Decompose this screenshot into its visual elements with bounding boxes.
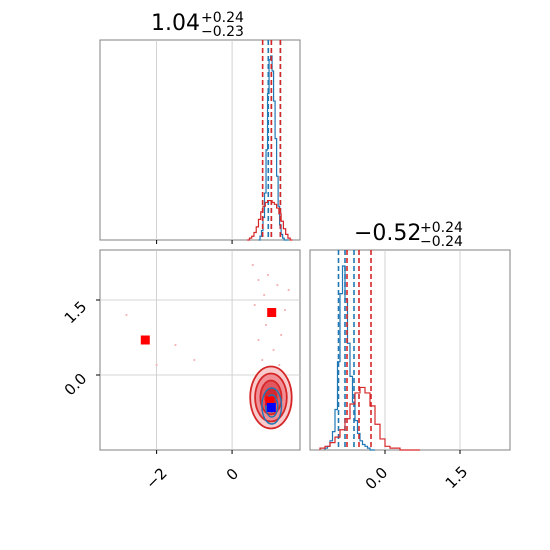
- ytick-label: 1.5: [61, 298, 91, 328]
- xtick-label: 0: [223, 465, 242, 484]
- sample-point: [174, 343, 177, 347]
- xtick-label: −2: [142, 464, 170, 492]
- marker-square: [140, 335, 150, 345]
- ytick-label: 0.0: [61, 370, 91, 400]
- title-param2-value: −0.52: [354, 221, 421, 246]
- sample-point: [287, 288, 290, 292]
- sample-point: [125, 313, 128, 317]
- sample-point: [263, 293, 266, 297]
- histogram-step: [319, 386, 420, 451]
- xtick-label: 1.5: [442, 463, 472, 493]
- sample-point: [257, 338, 260, 342]
- sample-point: [264, 323, 268, 327]
- sample-point: [272, 348, 275, 352]
- marker-square: [267, 308, 277, 317]
- sample-point: [266, 273, 270, 277]
- sample-point: [261, 358, 264, 362]
- title-param2: −0.52 +0.24 −0.24: [354, 220, 463, 250]
- panel-hist-param1: [99, 39, 301, 241]
- sample-point: [257, 278, 260, 282]
- sample-point: [276, 283, 279, 287]
- title-param2-upper: +0.24: [420, 220, 463, 236]
- marker-square: [265, 396, 275, 406]
- title-param1-lower: −0.23: [201, 24, 244, 40]
- title-param1: 1.04 +0.24 −0.23: [151, 10, 244, 40]
- xtick-label: 0.0: [362, 464, 392, 494]
- contour-level: [261, 387, 283, 425]
- sample-point: [251, 263, 254, 267]
- histogram-step: [247, 199, 293, 241]
- title-param2-lower: −0.24: [420, 234, 463, 250]
- sample-point: [253, 303, 256, 307]
- histogram-step: [324, 265, 375, 451]
- title-param1-value: 1.04: [151, 11, 200, 36]
- sample-point: [278, 363, 281, 367]
- sample-point: [155, 363, 158, 367]
- title-param1-upper: +0.24: [201, 10, 244, 26]
- sample-point: [283, 308, 287, 312]
- marker-square: [266, 403, 276, 412]
- panel-scatter: [99, 249, 301, 451]
- contour-level: [264, 394, 279, 418]
- sample-point: [193, 358, 196, 362]
- sample-point: [280, 333, 283, 337]
